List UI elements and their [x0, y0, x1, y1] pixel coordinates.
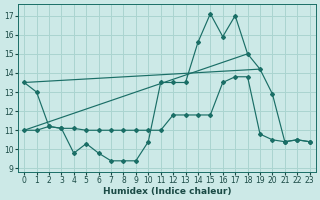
X-axis label: Humidex (Indice chaleur): Humidex (Indice chaleur) — [103, 187, 231, 196]
